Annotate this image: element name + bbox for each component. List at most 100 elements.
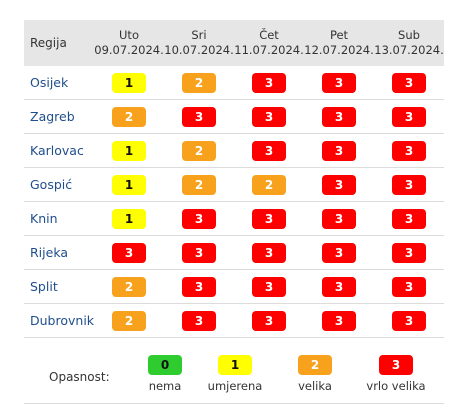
danger-badge: 3 <box>392 209 426 229</box>
danger-badge: 3 <box>182 311 216 331</box>
danger-badge: 1 <box>112 141 146 161</box>
danger-cell: 3 <box>374 269 444 304</box>
danger-cell: 3 <box>304 303 374 338</box>
danger-cell: 2 <box>234 167 304 202</box>
danger-badge: 2 <box>182 141 216 161</box>
table-row: Osijek 1 2 3 3 3 <box>24 66 444 100</box>
region-link[interactable]: Karlovac <box>24 133 94 168</box>
danger-badge: 2 <box>112 277 146 297</box>
danger-badge: 3 <box>252 107 286 127</box>
danger-badge: 3 <box>112 243 146 263</box>
danger-cell: 3 <box>234 303 304 338</box>
day-column-header: Sub 13.07.2024. <box>374 20 444 66</box>
danger-badge: 2 <box>182 73 216 93</box>
danger-cell: 2 <box>94 99 164 134</box>
legend-badge: 0 <box>148 355 182 375</box>
region-link[interactable]: Gospić <box>24 167 94 202</box>
legend-item-very-high: 3 vrlo velika <box>356 355 436 393</box>
danger-cell: 1 <box>94 66 164 100</box>
danger-badge: 3 <box>392 277 426 297</box>
danger-cell: 3 <box>164 235 234 270</box>
day-name: Čet <box>259 28 279 42</box>
fire-danger-table: Regija Uto 09.07.2024. Sri 10.07.2024. Čet… <box>24 20 444 338</box>
danger-cell: 2 <box>164 133 234 168</box>
legend-label: Opasnost: <box>49 370 110 384</box>
legend-item-moderate: 1 umjerena <box>195 355 275 393</box>
danger-cell: 3 <box>164 201 234 236</box>
danger-badge: 3 <box>252 243 286 263</box>
danger-cell: 3 <box>164 99 234 134</box>
danger-cell: 3 <box>374 99 444 134</box>
danger-badge: 1 <box>112 73 146 93</box>
danger-badge: 3 <box>252 277 286 297</box>
danger-badge: 3 <box>252 141 286 161</box>
table-row: Knin 1 3 3 3 3 <box>24 201 444 236</box>
danger-badge: 3 <box>322 277 356 297</box>
danger-cell: 1 <box>94 201 164 236</box>
day-name: Pet <box>329 28 349 42</box>
danger-badge: 3 <box>252 209 286 229</box>
danger-badge: 3 <box>392 243 426 263</box>
danger-cell: 2 <box>94 269 164 304</box>
day-date: 11.07.2024. <box>234 43 304 57</box>
day-column-header: Sri 10.07.2024. <box>164 20 234 66</box>
legend-caption: velika <box>298 379 332 393</box>
danger-cell: 3 <box>304 269 374 304</box>
region-link[interactable]: Knin <box>24 201 94 236</box>
danger-cell: 3 <box>374 201 444 236</box>
danger-cell: 3 <box>234 235 304 270</box>
region-link[interactable]: Split <box>24 269 94 304</box>
day-date: 13.07.2024. <box>374 43 444 57</box>
danger-cell: 3 <box>374 303 444 338</box>
day-date: 12.07.2024. <box>304 43 374 57</box>
region-link[interactable]: Rijeka <box>24 235 94 270</box>
legend-caption: nema <box>148 379 182 393</box>
legend-badge: 2 <box>298 355 332 375</box>
danger-badge: 3 <box>322 311 356 331</box>
danger-cell: 3 <box>304 99 374 134</box>
day-column-header: Uto 09.07.2024. <box>94 20 164 66</box>
region-link[interactable]: Dubrovnik <box>24 303 94 338</box>
danger-badge: 3 <box>392 107 426 127</box>
danger-badge: 3 <box>392 141 426 161</box>
danger-badge: 3 <box>252 73 286 93</box>
table-row: Zagreb 2 3 3 3 3 <box>24 99 444 134</box>
danger-badge: 2 <box>182 175 216 195</box>
danger-badge: 3 <box>392 311 426 331</box>
day-name: Sri <box>191 28 207 42</box>
danger-cell: 2 <box>94 303 164 338</box>
region-link[interactable]: Zagreb <box>24 99 94 134</box>
danger-badge: 2 <box>252 175 286 195</box>
danger-cell: 3 <box>164 269 234 304</box>
legend-badge: 1 <box>218 355 252 375</box>
danger-cell: 3 <box>234 269 304 304</box>
danger-badge: 3 <box>182 209 216 229</box>
danger-cell: 1 <box>94 133 164 168</box>
danger-badge: 3 <box>322 141 356 161</box>
danger-badge: 2 <box>112 107 146 127</box>
table-row: Rijeka 3 3 3 3 3 <box>24 235 444 270</box>
legend-badge: 3 <box>379 355 413 375</box>
danger-badge: 3 <box>182 277 216 297</box>
legend-item-high: 2 velika <box>275 355 355 393</box>
danger-cell: 3 <box>234 66 304 100</box>
danger-cell: 1 <box>94 167 164 202</box>
table-row: Split 2 3 3 3 3 <box>24 269 444 304</box>
danger-badge: 3 <box>322 209 356 229</box>
danger-badge: 3 <box>392 73 426 93</box>
danger-cell: 3 <box>374 133 444 168</box>
danger-badge: 3 <box>322 107 356 127</box>
table-row: Gospić 1 2 2 3 3 <box>24 167 444 202</box>
danger-cell: 3 <box>304 235 374 270</box>
danger-cell: 3 <box>304 133 374 168</box>
danger-cell: 3 <box>234 99 304 134</box>
region-link[interactable]: Osijek <box>24 66 94 100</box>
day-column-header: Pet 12.07.2024. <box>304 20 374 66</box>
day-column-header: Čet 11.07.2024. <box>234 20 304 66</box>
day-name: Sub <box>398 28 420 42</box>
danger-badge: 1 <box>112 209 146 229</box>
legend-item-none: 0 nema <box>125 355 205 393</box>
danger-cell: 3 <box>304 201 374 236</box>
danger-badge: 3 <box>182 107 216 127</box>
danger-cell: 2 <box>164 66 234 100</box>
